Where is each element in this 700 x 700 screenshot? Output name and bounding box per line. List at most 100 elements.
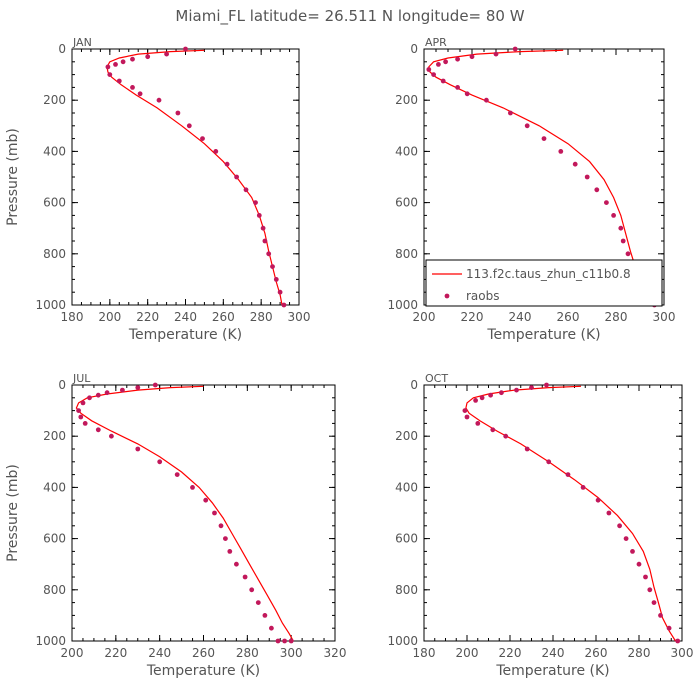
y-axis-label: Pressure (mb) [5,464,21,562]
y-tick-label: 0 [58,378,66,392]
raobs-point [223,536,228,541]
x-tick-label: 300 [288,310,311,324]
legend-dot-swatch [444,293,450,299]
raobs-point [469,54,475,60]
raobs-point [636,561,642,567]
raobs-point [137,91,143,97]
raobs-point [234,561,239,567]
y-tick-label: 0 [58,42,66,56]
raobs-point [255,600,261,605]
raobs-point [256,213,262,218]
raobs-point [544,382,549,388]
raobs-point [203,497,209,503]
raobs-point [464,91,470,97]
raobs-point [249,587,255,593]
raobs-point [281,302,287,308]
plot-frame [71,48,300,306]
raobs-point [157,459,163,465]
panel-jul: 200 220 240 260 280 300 320 0 200 400 600 800 1000 JU… [5,372,346,679]
raobs-point [273,277,279,282]
raobs-point [234,174,240,180]
raobs-point [186,123,192,129]
y-tick-label: 800 [395,247,418,261]
raobs-point [95,392,101,398]
raobs-point [475,421,481,426]
raobs-point [200,136,205,142]
raobs-point [107,72,113,77]
model-line [106,49,283,306]
y-tick-label: 600 [395,532,418,546]
raobs-point [647,587,653,593]
x-tick-label: 220 [104,646,127,660]
y-tick-label: 600 [43,532,66,546]
raobs-point [658,613,663,618]
panel-jan: 180 200 220 240 260 280 300 0 200 400 600 800 1000 JA… [5,36,310,343]
x-tick-label: 280 [605,310,628,324]
panel-apr: 200 220 240 260 280 300 0 200 400 600 800 1000 APR Te… [387,36,675,343]
x-axis-label: Temperature (K) [495,663,609,679]
raobs-point [105,64,111,70]
panel-label: APR [425,36,447,49]
x-axis-label: Temperature (K) [486,327,600,343]
raobs-point [514,387,519,393]
y-tick-label: 200 [43,429,66,443]
x-tick-label: 300 [671,646,694,660]
raobs-point [164,51,170,57]
raobs-point [572,161,578,167]
raobs-point [80,400,86,406]
x-tick-label: 200 [413,310,436,324]
x-tick-label: 260 [557,310,580,324]
x-tick-label: 240 [542,646,565,660]
raobs-point [499,390,504,396]
x-tick-label: 260 [212,310,235,324]
raobs-point [488,392,493,398]
x-tick-label: 220 [136,310,159,324]
raobs-point [524,446,530,452]
raobs-point [116,78,122,84]
raobs-point [87,395,92,401]
raobs-point [212,510,217,516]
y-tick-label: 600 [395,196,418,210]
raobs-point [431,72,436,77]
x-tick-label: 180 [61,310,84,324]
raobs-point [611,213,616,218]
x-tick-label: 320 [324,646,347,660]
raobs-point [473,398,478,403]
raobs-point [643,574,648,580]
panel-label: JAN [72,36,92,49]
raobs-point [213,149,219,154]
raobs-point [183,46,188,52]
raobs-point [479,395,485,401]
y-tick-label: 400 [395,480,418,494]
raobs-point [227,549,233,554]
raobs-point [242,574,248,580]
raobs-point [288,638,294,644]
raobs-point [606,510,612,516]
legend-box [425,259,663,307]
x-tick-label: 240 [509,310,532,324]
raobs-point [436,62,441,67]
raobs-point [174,472,180,477]
raobs-point [253,200,258,206]
y-tick-label: 800 [43,583,66,597]
x-tick-label: 240 [174,310,197,324]
x-tick-label: 200 [61,646,84,660]
y-axis-label: Pressure (mb) [5,128,21,226]
y-tick-label: 200 [395,429,418,443]
raobs-point [630,549,635,554]
raobs-point [524,123,530,129]
raobs-point [580,485,586,490]
raobs-point [455,56,460,62]
raobs-point [464,414,470,420]
raobs-point [175,110,181,116]
x-tick-label: 220 [499,646,522,660]
raobs-point [558,149,564,154]
raobs-point [282,638,287,644]
x-tick-label: 220 [461,310,484,324]
y-tick-label: 600 [43,196,66,210]
raobs-point [440,78,446,84]
raobs-point [541,136,547,142]
x-tick-label: 280 [250,310,273,324]
raobs-point [262,613,268,618]
